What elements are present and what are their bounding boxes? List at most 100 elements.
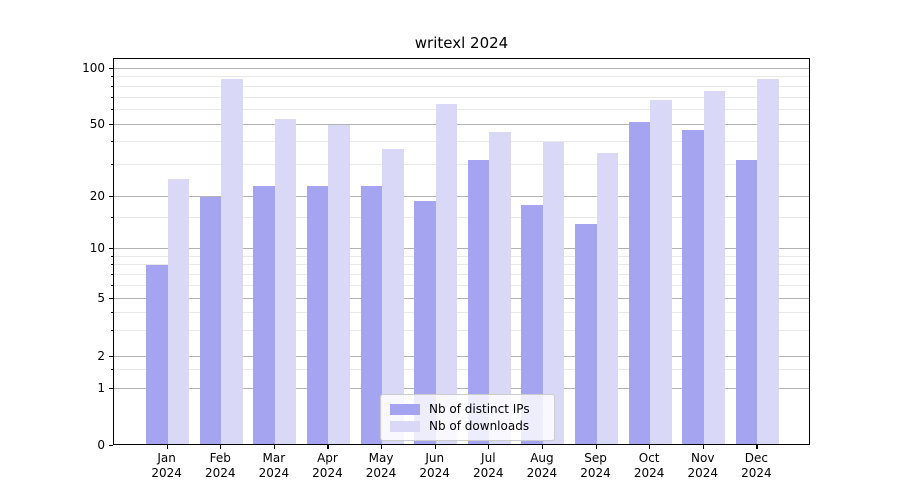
y-gridline-minor: [114, 285, 809, 287]
legend-label-downloads: Nb of downloads: [429, 419, 530, 433]
x-tick-mark: [756, 444, 758, 449]
bar-distinct-ips: [575, 223, 597, 445]
x-tick-mark: [649, 444, 651, 449]
x-tick-mark: [702, 444, 704, 449]
y-tick-label: 100: [82, 60, 105, 75]
legend-entry-downloads: Nb of downloads: [390, 418, 546, 434]
x-tick-mark: [541, 444, 544, 449]
legend: Nb of distinct IPs Nb of downloads: [380, 394, 555, 441]
y-gridline-minor: [114, 264, 809, 266]
y-tick-label: 50: [89, 117, 105, 131]
bar-distinct-ips: [199, 196, 222, 445]
bar-distinct-ips: [253, 185, 275, 445]
legend-swatch-downloads: [390, 420, 420, 432]
x-tick-label: Oct 2024: [633, 451, 665, 480]
bar-distinct-ips: [735, 159, 758, 445]
x-tick-label: May 2024: [365, 451, 397, 480]
x-tick-mark: [595, 444, 597, 449]
bar-distinct-ips: [628, 121, 651, 445]
y-minor-tick-mark: [110, 273, 113, 275]
y-gridline-minor: [114, 109, 809, 111]
y-gridline-minor: [114, 330, 809, 332]
y-tick-mark: [109, 444, 113, 446]
y-minor-tick-mark: [110, 109, 113, 111]
x-tick-label: Feb 2024: [204, 451, 236, 480]
legend-label-distinct-ips: Nb of distinct IPs: [429, 402, 530, 416]
y-tick-label: 1: [97, 381, 105, 396]
y-tick-mark: [109, 124, 113, 126]
x-tick-mark: [327, 444, 329, 449]
bar-distinct-ips: [414, 200, 436, 445]
y-tick-label: 10: [89, 241, 105, 255]
bar-downloads: [382, 148, 404, 445]
x-tick-label: Aug 2024: [526, 451, 558, 480]
legend-swatch-distinct-ips: [390, 403, 420, 415]
x-tick-label: Dec 2024: [741, 451, 772, 480]
bar-downloads: [167, 179, 190, 445]
bar-distinct-ips: [306, 185, 329, 445]
bar-downloads: [542, 142, 565, 445]
y-tick-mark: [109, 298, 113, 300]
bar-downloads: [703, 90, 726, 445]
y-tick-label: 5: [97, 291, 105, 306]
y-gridline-minor: [114, 312, 809, 314]
y-minor-tick-mark: [110, 330, 113, 332]
x-tick-label: Jun 2024: [419, 451, 450, 480]
bar-downloads: [435, 103, 458, 445]
y-gridline-minor: [114, 369, 809, 371]
bar-downloads: [328, 125, 350, 445]
plot-area: [113, 58, 810, 445]
y-tick-label: 20: [89, 188, 105, 203]
y-gridline-major: [114, 195, 809, 197]
x-tick-mark: [488, 444, 490, 449]
bar-downloads: [489, 131, 511, 445]
bar-downloads: [274, 118, 297, 445]
y-minor-tick-mark: [110, 285, 113, 287]
y-gridline-major: [114, 388, 809, 390]
x-tick-mark: [166, 444, 168, 449]
y-gridline-minor: [114, 96, 809, 98]
y-gridline-minor: [114, 76, 809, 78]
x-tick-label: Jan 2024: [151, 451, 182, 480]
y-gridline-major: [114, 67, 809, 69]
y-tick-mark: [109, 67, 113, 69]
bar-distinct-ips: [521, 204, 543, 445]
x-tick-mark: [434, 444, 436, 449]
y-tick-mark: [109, 248, 113, 250]
y-minor-tick-mark: [110, 312, 113, 314]
y-tick-label: 0: [97, 437, 105, 452]
y-minor-tick-mark: [110, 163, 113, 165]
y-gridline-major: [114, 124, 809, 125]
y-gridline-major: [114, 248, 809, 249]
bar-distinct-ips: [360, 185, 383, 445]
y-gridline-minor: [114, 163, 809, 165]
chart-title: writexl 2024: [414, 34, 509, 52]
y-tick-mark: [109, 388, 113, 390]
y-minor-tick-mark: [110, 141, 113, 143]
y-gridline-major: [114, 355, 809, 357]
y-tick-label: 2: [97, 348, 105, 363]
y-gridline-minor: [114, 255, 809, 257]
y-minor-tick-mark: [110, 217, 113, 219]
y-gridline-minor: [114, 217, 809, 219]
y-minor-tick-mark: [110, 76, 113, 78]
bar-downloads: [596, 152, 619, 445]
bar-downloads: [221, 78, 243, 445]
y-gridline-minor: [114, 85, 809, 87]
y-minor-tick-mark: [110, 96, 113, 98]
y-minor-tick-mark: [110, 255, 113, 257]
y-tick-mark: [109, 195, 113, 197]
y-gridline-major: [114, 298, 809, 300]
bar-downloads: [650, 99, 672, 445]
bar-distinct-ips: [146, 265, 168, 445]
y-minor-tick-mark: [110, 369, 113, 371]
y-tick-mark: [109, 355, 113, 357]
x-tick-label: Mar 2024: [258, 451, 290, 480]
x-tick-label: Jul 2024: [473, 451, 504, 480]
bar-distinct-ips: [682, 129, 704, 445]
x-tick-label: Sep 2024: [580, 451, 611, 480]
bar-downloads: [757, 78, 779, 445]
y-minor-tick-mark: [110, 264, 113, 266]
bar-distinct-ips: [467, 159, 490, 445]
